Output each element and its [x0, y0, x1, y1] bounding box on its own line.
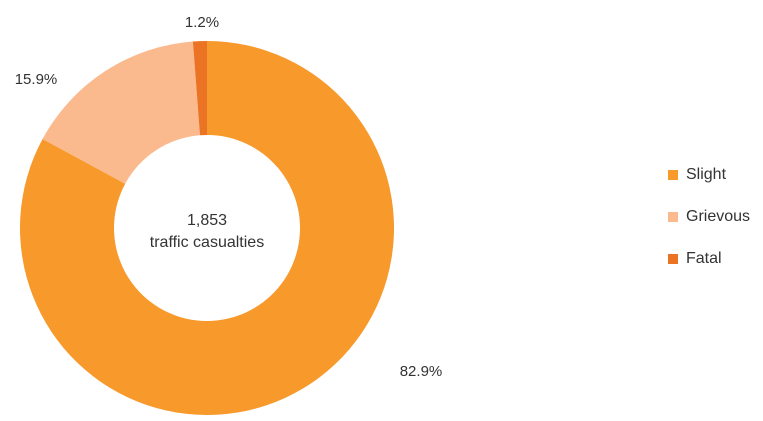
legend-label-grievous: Grievous	[686, 208, 751, 225]
legend: Slight Grievous Fatal	[668, 164, 750, 290]
slice-slight	[20, 41, 395, 415]
slice-label-fatal: 1.2%	[185, 14, 219, 31]
center-value: 1,853	[187, 212, 227, 229]
legend-item-grievous: Grievous	[668, 206, 750, 228]
slice-label-grievous: 15.9%	[15, 71, 58, 88]
slice-fatal	[192, 41, 207, 136]
slice-grievous	[42, 41, 200, 184]
slice-labels: 82.9% 15.9% 1.2%	[15, 14, 443, 380]
legend-item-slight: Slight	[668, 164, 750, 186]
legend-label-slight: Slight	[686, 166, 727, 183]
center-label: traffic casualties	[150, 234, 264, 251]
legend-swatch-grievous	[668, 212, 678, 222]
legend-item-fatal: Fatal	[668, 248, 750, 270]
legend-label-fatal: Fatal	[686, 250, 722, 267]
legend-swatch-fatal	[668, 254, 678, 264]
slice-label-slight: 82.9%	[400, 363, 443, 380]
legend-swatch-slight	[668, 170, 678, 180]
donut-slices	[20, 41, 395, 415]
